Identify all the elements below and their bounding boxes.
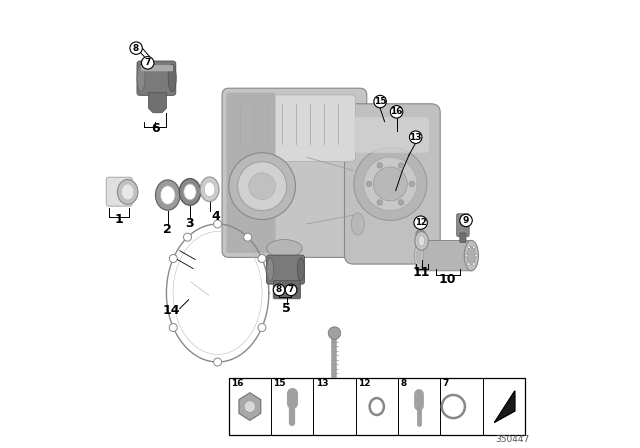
FancyBboxPatch shape [344,104,440,264]
Circle shape [377,200,382,205]
Circle shape [285,284,297,296]
Circle shape [130,42,142,54]
Circle shape [244,401,255,412]
FancyBboxPatch shape [460,233,466,243]
Text: 2: 2 [163,223,172,236]
Ellipse shape [204,182,215,197]
Circle shape [373,167,407,201]
Text: 8: 8 [133,43,140,52]
Circle shape [169,254,177,263]
Polygon shape [239,393,260,420]
Ellipse shape [414,243,423,268]
Ellipse shape [267,258,274,281]
Text: 16: 16 [390,108,403,116]
Text: 15: 15 [374,97,387,106]
Text: 12: 12 [358,379,371,388]
Circle shape [475,254,477,257]
Circle shape [377,163,382,168]
Text: 14: 14 [162,304,180,317]
Circle shape [414,216,428,229]
Text: 350447: 350447 [495,435,529,444]
Ellipse shape [200,177,219,202]
Text: 10: 10 [438,273,456,286]
Text: 7: 7 [145,58,151,67]
Ellipse shape [156,180,180,210]
Circle shape [258,254,266,263]
Circle shape [328,327,340,339]
Ellipse shape [417,247,421,264]
Circle shape [398,200,404,205]
Text: 7: 7 [288,285,294,294]
Ellipse shape [351,213,365,235]
Circle shape [141,56,154,69]
Ellipse shape [298,258,305,281]
Circle shape [468,246,470,249]
Ellipse shape [419,236,424,246]
Circle shape [374,95,387,108]
Text: 11: 11 [413,266,430,279]
Circle shape [184,233,191,241]
Text: 12: 12 [415,218,426,227]
Circle shape [214,220,221,228]
FancyBboxPatch shape [457,214,469,237]
FancyBboxPatch shape [137,61,176,95]
Circle shape [410,131,422,143]
FancyBboxPatch shape [227,93,275,253]
Circle shape [237,162,287,211]
Circle shape [228,153,296,220]
Circle shape [354,147,427,220]
Text: 3: 3 [186,217,195,230]
Circle shape [398,163,404,168]
Polygon shape [148,93,166,113]
Circle shape [460,214,472,227]
Ellipse shape [179,179,201,205]
Circle shape [169,323,177,332]
Ellipse shape [161,186,175,204]
FancyBboxPatch shape [416,241,474,271]
Circle shape [472,263,475,265]
Circle shape [409,181,414,187]
Ellipse shape [464,241,479,271]
FancyBboxPatch shape [141,65,173,71]
Text: 4: 4 [211,210,220,223]
Ellipse shape [117,180,138,204]
Text: 8: 8 [400,379,406,388]
Circle shape [465,254,468,257]
Ellipse shape [267,240,302,258]
Circle shape [214,358,221,366]
FancyBboxPatch shape [267,255,305,284]
Text: 7: 7 [442,379,449,388]
Circle shape [468,263,470,265]
Text: 9: 9 [463,216,469,225]
Text: 1: 1 [115,213,123,226]
FancyBboxPatch shape [222,88,367,258]
Text: 15: 15 [273,379,285,388]
Ellipse shape [168,64,176,92]
Text: 5: 5 [282,302,291,315]
Ellipse shape [467,247,476,264]
Bar [228,378,525,435]
Text: 16: 16 [231,379,243,388]
Circle shape [366,181,372,187]
FancyBboxPatch shape [227,95,356,162]
Circle shape [390,106,403,118]
Ellipse shape [415,232,428,250]
Circle shape [244,233,252,241]
Text: 8: 8 [276,285,282,294]
Text: 6: 6 [151,122,159,135]
Polygon shape [495,391,515,422]
FancyBboxPatch shape [106,177,132,206]
Circle shape [273,284,285,296]
Ellipse shape [137,64,145,92]
Circle shape [472,246,475,249]
Text: 13: 13 [410,133,422,142]
Circle shape [249,173,275,199]
Circle shape [364,157,417,211]
Text: 13: 13 [316,379,328,388]
FancyBboxPatch shape [353,117,429,153]
Ellipse shape [184,184,196,200]
Circle shape [258,323,266,332]
Ellipse shape [122,184,134,200]
FancyBboxPatch shape [273,280,300,299]
